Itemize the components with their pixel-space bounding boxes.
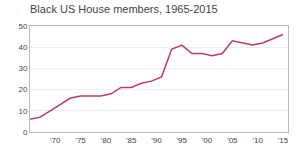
svg-text:30: 30	[18, 64, 27, 73]
svg-text:'75: '75	[75, 136, 86, 145]
svg-text:0: 0	[23, 128, 28, 137]
svg-text:'05: '05	[227, 136, 238, 145]
svg-text:ATLAS | Data: Pew Research: ATLAS | Data: Pew Research	[6, 166, 112, 168]
svg-text:'85: '85	[126, 136, 137, 145]
svg-text:10: 10	[18, 107, 27, 116]
svg-text:'00: '00	[202, 136, 213, 145]
svg-text:20: 20	[18, 85, 27, 94]
svg-text:'90: '90	[151, 136, 162, 145]
svg-text:40: 40	[18, 43, 27, 52]
svg-text:'95: '95	[177, 136, 188, 145]
svg-text:'10: '10	[252, 136, 263, 145]
svg-text:Black US House members, 1965-2: Black US House members, 1965-2015	[30, 3, 218, 15]
svg-text:'15: '15	[278, 136, 289, 145]
svg-text:'80: '80	[101, 136, 112, 145]
svg-text:'70: '70	[50, 136, 61, 145]
svg-text:50: 50	[18, 22, 27, 31]
